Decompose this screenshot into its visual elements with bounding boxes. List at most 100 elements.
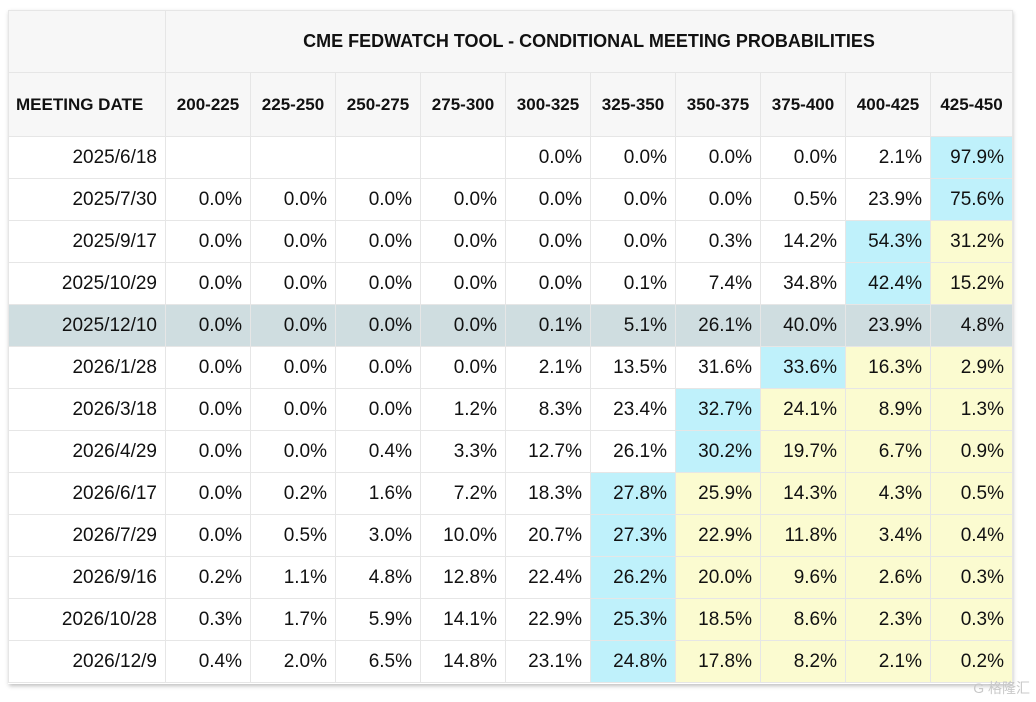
probability-cell: 0.3%	[929, 598, 1014, 641]
table-row: 2026/7/29 0.0% 0.5% 3.0% 10.0% 20.7% 27.3% 22.9…	[8, 514, 1014, 557]
probability-cell: 2.6%	[845, 556, 931, 599]
rate-range-header: 300-325	[505, 72, 591, 137]
probability-cell: 0.0%	[165, 220, 251, 263]
probability-cell: 3.0%	[335, 514, 421, 557]
table-title: CME FEDWATCH TOOL - CONDITIONAL MEETING …	[164, 10, 1014, 73]
rate-range-header: 375-400	[760, 72, 846, 137]
meeting-date-cell: 2025/7/30	[8, 178, 166, 221]
probability-cell: 0.0%	[250, 430, 336, 473]
probability-cell: 42.4%	[845, 262, 931, 305]
probability-cell: 0.5%	[250, 514, 336, 557]
probability-cell: 0.1%	[590, 262, 676, 305]
table-row: 2026/6/17 0.0% 0.2% 1.6% 7.2% 18.3% 27.8% 25.9%…	[8, 472, 1014, 515]
probability-cell: 5.1%	[590, 304, 676, 347]
probability-cell: 1.6%	[335, 472, 421, 515]
probability-cell: 0.0%	[675, 178, 761, 221]
meeting-date-cell: 2025/6/18	[8, 136, 166, 179]
probability-cell: 0.0%	[165, 472, 251, 515]
meeting-date-cell: 2026/12/9	[8, 640, 166, 683]
probability-cell: 0.0%	[590, 178, 676, 221]
probability-cell: 0.5%	[929, 472, 1014, 515]
probability-cell: 1.3%	[929, 388, 1014, 431]
rate-range-header: 275-300	[420, 72, 506, 137]
probability-cell: 0.1%	[505, 304, 591, 347]
probability-cell: 0.0%	[250, 178, 336, 221]
probability-cell: 0.0%	[335, 262, 421, 305]
table-row: 2026/1/28 0.0% 0.0% 0.0% 0.0% 2.1% 13.5% 31.6% 3…	[8, 346, 1014, 389]
probability-cell: 0.0%	[420, 220, 506, 263]
probability-cell: 97.9%	[929, 136, 1014, 179]
probability-cell: 6.5%	[335, 640, 421, 683]
probability-cell: 16.3%	[845, 346, 931, 389]
probability-cell	[250, 136, 336, 179]
probability-cell: 12.8%	[420, 556, 506, 599]
probability-cell: 22.9%	[675, 514, 761, 557]
probability-cell: 13.5%	[590, 346, 676, 389]
probability-cell: 0.0%	[335, 388, 421, 431]
rate-range-header: 425-450	[929, 72, 1014, 137]
probability-cell: 0.3%	[675, 220, 761, 263]
probability-cell: 23.9%	[845, 304, 931, 347]
meeting-date-cell: 2025/10/29	[8, 262, 166, 305]
probability-cell: 2.0%	[250, 640, 336, 683]
table-row: 2025/7/30 0.0% 0.0% 0.0% 0.0% 0.0% 0.0% 0.0% 0.5…	[8, 178, 1014, 221]
probability-cell: 7.4%	[675, 262, 761, 305]
meeting-date-header: MEETING DATE	[8, 72, 166, 137]
probability-cell: 0.0%	[590, 136, 676, 179]
probability-cell: 24.1%	[760, 388, 846, 431]
table-row: 2026/4/29 0.0% 0.0% 0.4% 3.3% 12.7% 26.1% 30.2%…	[8, 430, 1014, 473]
probability-cell: 25.9%	[675, 472, 761, 515]
probability-cell: 0.2%	[250, 472, 336, 515]
probability-cell: 0.4%	[929, 514, 1014, 557]
probability-cell: 12.7%	[505, 430, 591, 473]
probability-cell: 0.0%	[250, 220, 336, 263]
probability-cell: 0.0%	[335, 304, 421, 347]
watermark-logo: G 格隆汇	[973, 680, 1030, 696]
probability-cell: 0.0%	[760, 136, 846, 179]
title-corner-cell	[8, 10, 166, 73]
probability-cell: 6.7%	[845, 430, 931, 473]
probability-cell: 0.3%	[165, 598, 251, 641]
table-body: 2025/6/18 0.0% 0.0% 0.0% 0.0% 2.1% 97.9% 2025/7…	[8, 136, 1014, 683]
probability-cell: 0.0%	[250, 346, 336, 389]
probability-cell: 0.0%	[335, 220, 421, 263]
rate-range-header: 400-425	[845, 72, 931, 137]
probability-cell	[420, 136, 506, 179]
rate-range-header: 225-250	[250, 72, 336, 137]
probability-cell: 0.0%	[505, 262, 591, 305]
probability-cell: 0.0%	[420, 304, 506, 347]
meeting-date-cell: 2026/9/16	[8, 556, 166, 599]
rate-range-header: 250-275	[335, 72, 421, 137]
probability-cell: 10.0%	[420, 514, 506, 557]
probability-cell: 0.5%	[760, 178, 846, 221]
probability-cell: 2.1%	[845, 136, 931, 179]
table-row: 2026/3/18 0.0% 0.0% 0.0% 1.2% 8.3% 23.4% 32.7% 2…	[8, 388, 1014, 431]
probability-cell: 0.0%	[420, 262, 506, 305]
probability-cell: 0.0%	[250, 304, 336, 347]
probability-cell: 23.4%	[590, 388, 676, 431]
probability-cell: 31.6%	[675, 346, 761, 389]
probability-cell: 2.9%	[929, 346, 1014, 389]
probability-cell: 0.0%	[250, 388, 336, 431]
probability-cell: 32.7%	[675, 388, 761, 431]
probability-cell: 0.9%	[929, 430, 1014, 473]
probability-cell: 24.8%	[590, 640, 676, 683]
probability-cell: 8.6%	[760, 598, 846, 641]
probability-cell: 0.0%	[675, 136, 761, 179]
probability-cell: 0.0%	[165, 388, 251, 431]
table-row: 2025/9/17 0.0% 0.0% 0.0% 0.0% 0.0% 0.0% 0.3% 14.…	[8, 220, 1014, 263]
probability-cell: 75.6%	[929, 178, 1014, 221]
probability-cell: 14.3%	[760, 472, 846, 515]
probability-cell: 0.2%	[929, 640, 1014, 683]
probability-cell: 30.2%	[675, 430, 761, 473]
probability-cell: 20.0%	[675, 556, 761, 599]
rate-range-header: 350-375	[675, 72, 761, 137]
probability-cell: 19.7%	[760, 430, 846, 473]
probability-cell: 3.3%	[420, 430, 506, 473]
probability-cell: 17.8%	[675, 640, 761, 683]
meeting-date-cell: 2026/1/28	[8, 346, 166, 389]
probability-cell: 0.0%	[165, 430, 251, 473]
table-row: 2026/10/28 0.3% 1.7% 5.9% 14.1% 22.9% 25.3% 18.…	[8, 598, 1014, 641]
table-row: 2025/6/18 0.0% 0.0% 0.0% 0.0% 2.1% 97.9%	[8, 136, 1014, 179]
probability-cell: 0.0%	[590, 220, 676, 263]
